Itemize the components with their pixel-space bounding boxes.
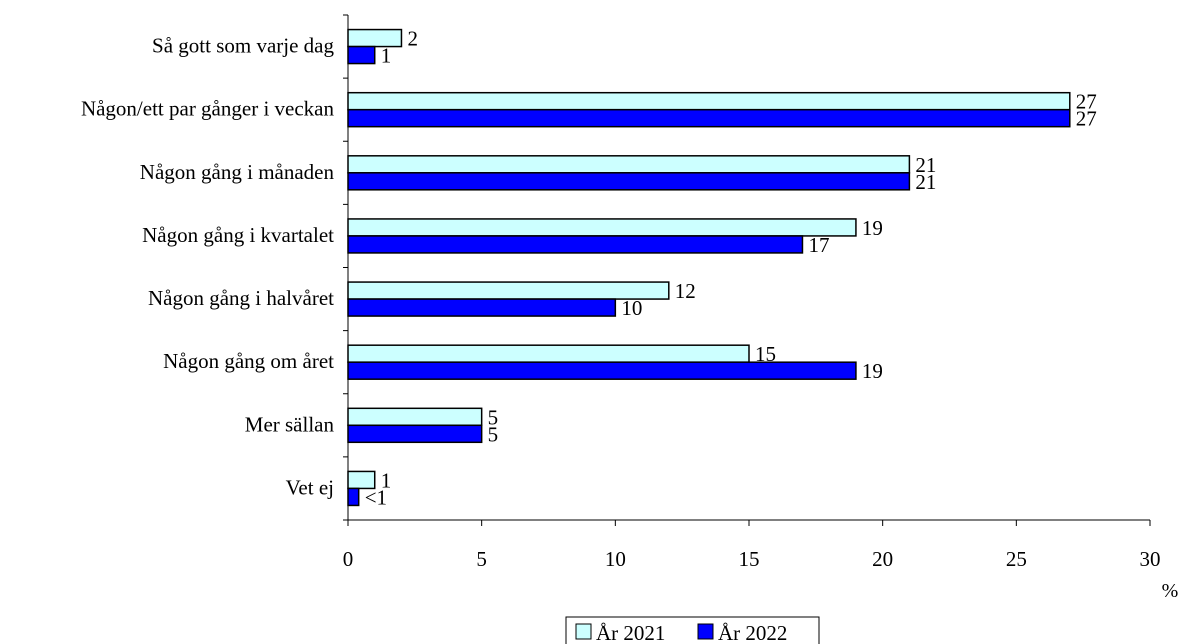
category-label: Vet ej [286,475,334,499]
legend-frame [565,616,820,644]
legend-swatch-2022 [697,623,714,640]
bar-2022 [347,361,857,380]
category-label: Så gott som varje dag [152,34,334,58]
bar-2022 [347,298,617,317]
data-label: 5 [488,422,499,446]
chart-bars [347,28,1071,507]
bar-2022 [347,235,804,254]
category-label: Någon gång i månaden [140,160,335,184]
bar-2021 [347,407,483,427]
x-tick-label: 20 [872,547,893,571]
data-label: 27 [1076,90,1097,114]
bar-2022 [347,45,376,65]
bar-2021 [347,28,403,48]
bar-2022 [347,172,911,191]
category-label: Någon gång i halvåret [148,286,334,310]
x-tick-label: 0 [343,547,354,571]
data-label: 2 [407,27,418,51]
data-label: 19 [862,216,883,240]
bar-2021 [347,344,750,363]
category-label: Någon gång i kvartalet [142,223,334,247]
x-tick-label: 30 [1140,547,1161,571]
legend-swatch-2021 [575,623,592,640]
category-label: Någon gång om året [163,349,334,373]
bar-2021 [347,218,857,237]
x-tick-label: 15 [739,547,760,571]
data-label: 10 [621,296,642,320]
data-label: 1 [381,44,392,68]
legend-label-2021: År 2021 [596,621,665,644]
bar-2021 [347,155,911,174]
data-label: 17 [808,233,829,257]
x-axis-unit-label: % [1162,580,1179,602]
bar-2022 [347,487,360,507]
bar-2021 [347,91,1071,111]
data-label: <1 [365,485,387,509]
data-label: 21 [915,170,936,194]
data-label: 27 [1076,107,1097,131]
data-label: 19 [862,359,883,383]
chart-axes: 0 5 10 15 20 25 30 [343,14,1161,571]
bar-2021 [347,470,376,490]
bar-2022 [347,424,483,444]
data-label: 5 [488,405,499,429]
x-tick-label: 10 [605,547,626,571]
category-label: Någon/ett par gånger i veckan [81,97,335,121]
legend: År 2021 År 2022 [565,616,820,644]
data-label: 15 [755,342,776,366]
data-label: 1 [381,468,392,492]
x-tick-label: 25 [1006,547,1027,571]
legend-label-2022: År 2022 [718,621,787,644]
data-label: 12 [675,279,696,303]
category-label: Mer sällan [245,412,335,436]
bar-2022 [347,108,1071,128]
x-tick-label: 5 [476,547,487,571]
data-label: 21 [915,153,936,177]
